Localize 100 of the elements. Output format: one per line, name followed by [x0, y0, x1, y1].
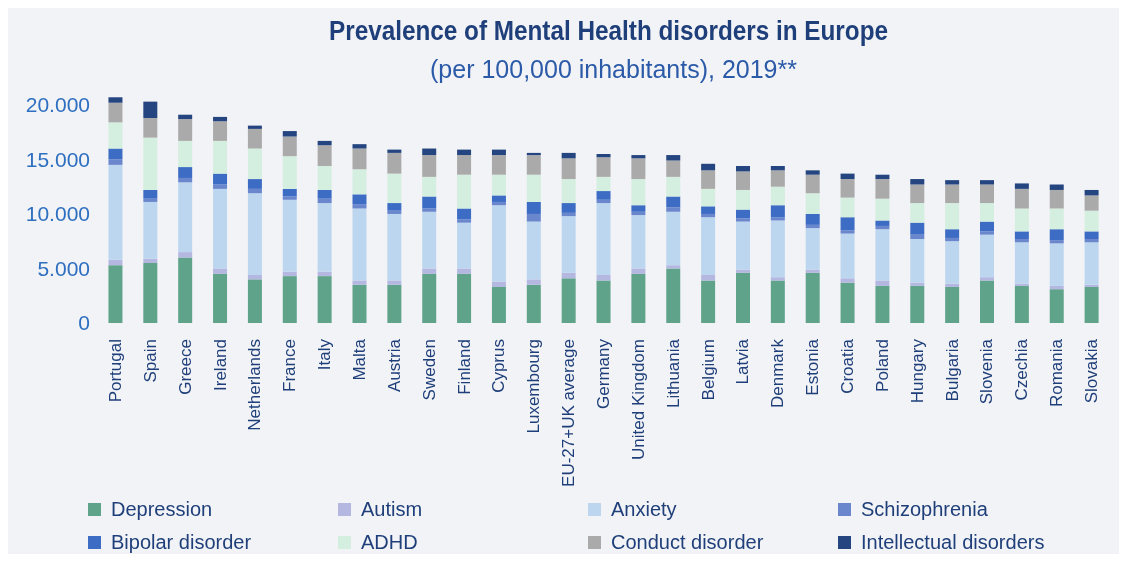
- bar: [805, 224, 820, 229]
- bar: [247, 275, 262, 280]
- bar: [805, 174, 820, 194]
- bar: [213, 121, 228, 141]
- bar: [980, 234, 995, 278]
- bar: [491, 201, 506, 206]
- bar: [422, 155, 437, 177]
- bar: [178, 119, 193, 141]
- bar: [666, 155, 681, 161]
- x-tick-label: Romania: [1047, 338, 1067, 408]
- bar: [561, 179, 576, 204]
- bar: [108, 97, 123, 103]
- bar: [1014, 183, 1029, 189]
- bar: [840, 282, 855, 323]
- bar: [422, 273, 437, 323]
- bar: [875, 225, 890, 230]
- bar: [317, 198, 332, 204]
- bar: [631, 155, 646, 159]
- bar: [457, 149, 472, 156]
- bar: [213, 188, 228, 269]
- bar: [178, 252, 193, 258]
- bar: [875, 174, 890, 180]
- bar: [422, 148, 437, 156]
- bar: [108, 148, 123, 160]
- bar: [945, 203, 960, 230]
- bar: [317, 276, 332, 323]
- x-tick-label: Hungary: [907, 338, 927, 404]
- legend-label: Intellectual disorders: [861, 531, 1045, 554]
- bar: [282, 131, 297, 137]
- bar: [945, 184, 960, 204]
- x-tick-label: Ireland: [210, 339, 230, 391]
- legend-label: ADHD: [361, 531, 418, 554]
- bar: [701, 206, 716, 214]
- x-tick-label: Slovakia: [1082, 338, 1102, 404]
- bar: [526, 279, 541, 285]
- legend-label: Bipolar disorder: [111, 531, 252, 554]
- bar: [875, 220, 890, 226]
- x-tick-label: United Kingdom: [628, 339, 648, 460]
- bar: [910, 179, 925, 185]
- bar: [910, 282, 925, 286]
- bar: [770, 170, 785, 187]
- bar: [945, 241, 960, 284]
- bar: [352, 280, 367, 285]
- bar: [282, 196, 297, 200]
- bar: [422, 268, 437, 274]
- bar: [1014, 208, 1029, 232]
- bar: [596, 153, 611, 158]
- bar: [1049, 184, 1064, 190]
- bar: [840, 217, 855, 231]
- bar: [457, 208, 472, 220]
- bar: [631, 268, 646, 274]
- bar: [143, 117, 158, 138]
- bar: [770, 165, 785, 171]
- bar: [143, 189, 158, 199]
- bar: [387, 280, 402, 285]
- bar: [631, 273, 646, 323]
- bar: [910, 222, 925, 235]
- bar: [1084, 231, 1099, 240]
- bar: [352, 148, 367, 170]
- bar: [213, 273, 228, 323]
- bar: [213, 173, 228, 185]
- bar: [910, 234, 925, 240]
- bar: [840, 179, 855, 198]
- bar: [491, 195, 506, 202]
- bar: [561, 278, 576, 323]
- bar: [457, 268, 472, 274]
- y-tick-label: 15.000: [25, 147, 90, 171]
- bar: [735, 189, 750, 210]
- x-tick-label: EU-27+UK average: [559, 339, 579, 487]
- bar: [1084, 210, 1099, 232]
- bar: [805, 228, 820, 270]
- bar: [422, 211, 437, 269]
- bar: [701, 275, 716, 281]
- bar: [387, 152, 402, 174]
- bar: [561, 212, 576, 217]
- bar: [770, 205, 785, 218]
- x-tick-label: Estonia: [803, 338, 823, 396]
- bar: [980, 280, 995, 323]
- bar: [980, 221, 995, 232]
- bar: [875, 179, 890, 199]
- bar: [561, 152, 576, 159]
- bar: [875, 229, 890, 281]
- bar: [491, 155, 506, 175]
- bar: [735, 269, 750, 273]
- x-tick-label: Luxembourg: [524, 339, 544, 434]
- bar: [387, 173, 402, 204]
- bar: [1014, 242, 1029, 284]
- bar: [666, 176, 681, 197]
- bar: [526, 284, 541, 323]
- bar: [247, 125, 262, 129]
- bar: [282, 136, 297, 157]
- bar: [526, 213, 541, 222]
- y-tick-label: 5.000: [37, 256, 90, 280]
- bar: [247, 128, 262, 149]
- bar: [143, 198, 158, 202]
- bar: [631, 215, 646, 269]
- bar: [980, 203, 995, 222]
- bar: [561, 158, 576, 180]
- bar: [247, 279, 262, 323]
- bar: [1049, 208, 1064, 230]
